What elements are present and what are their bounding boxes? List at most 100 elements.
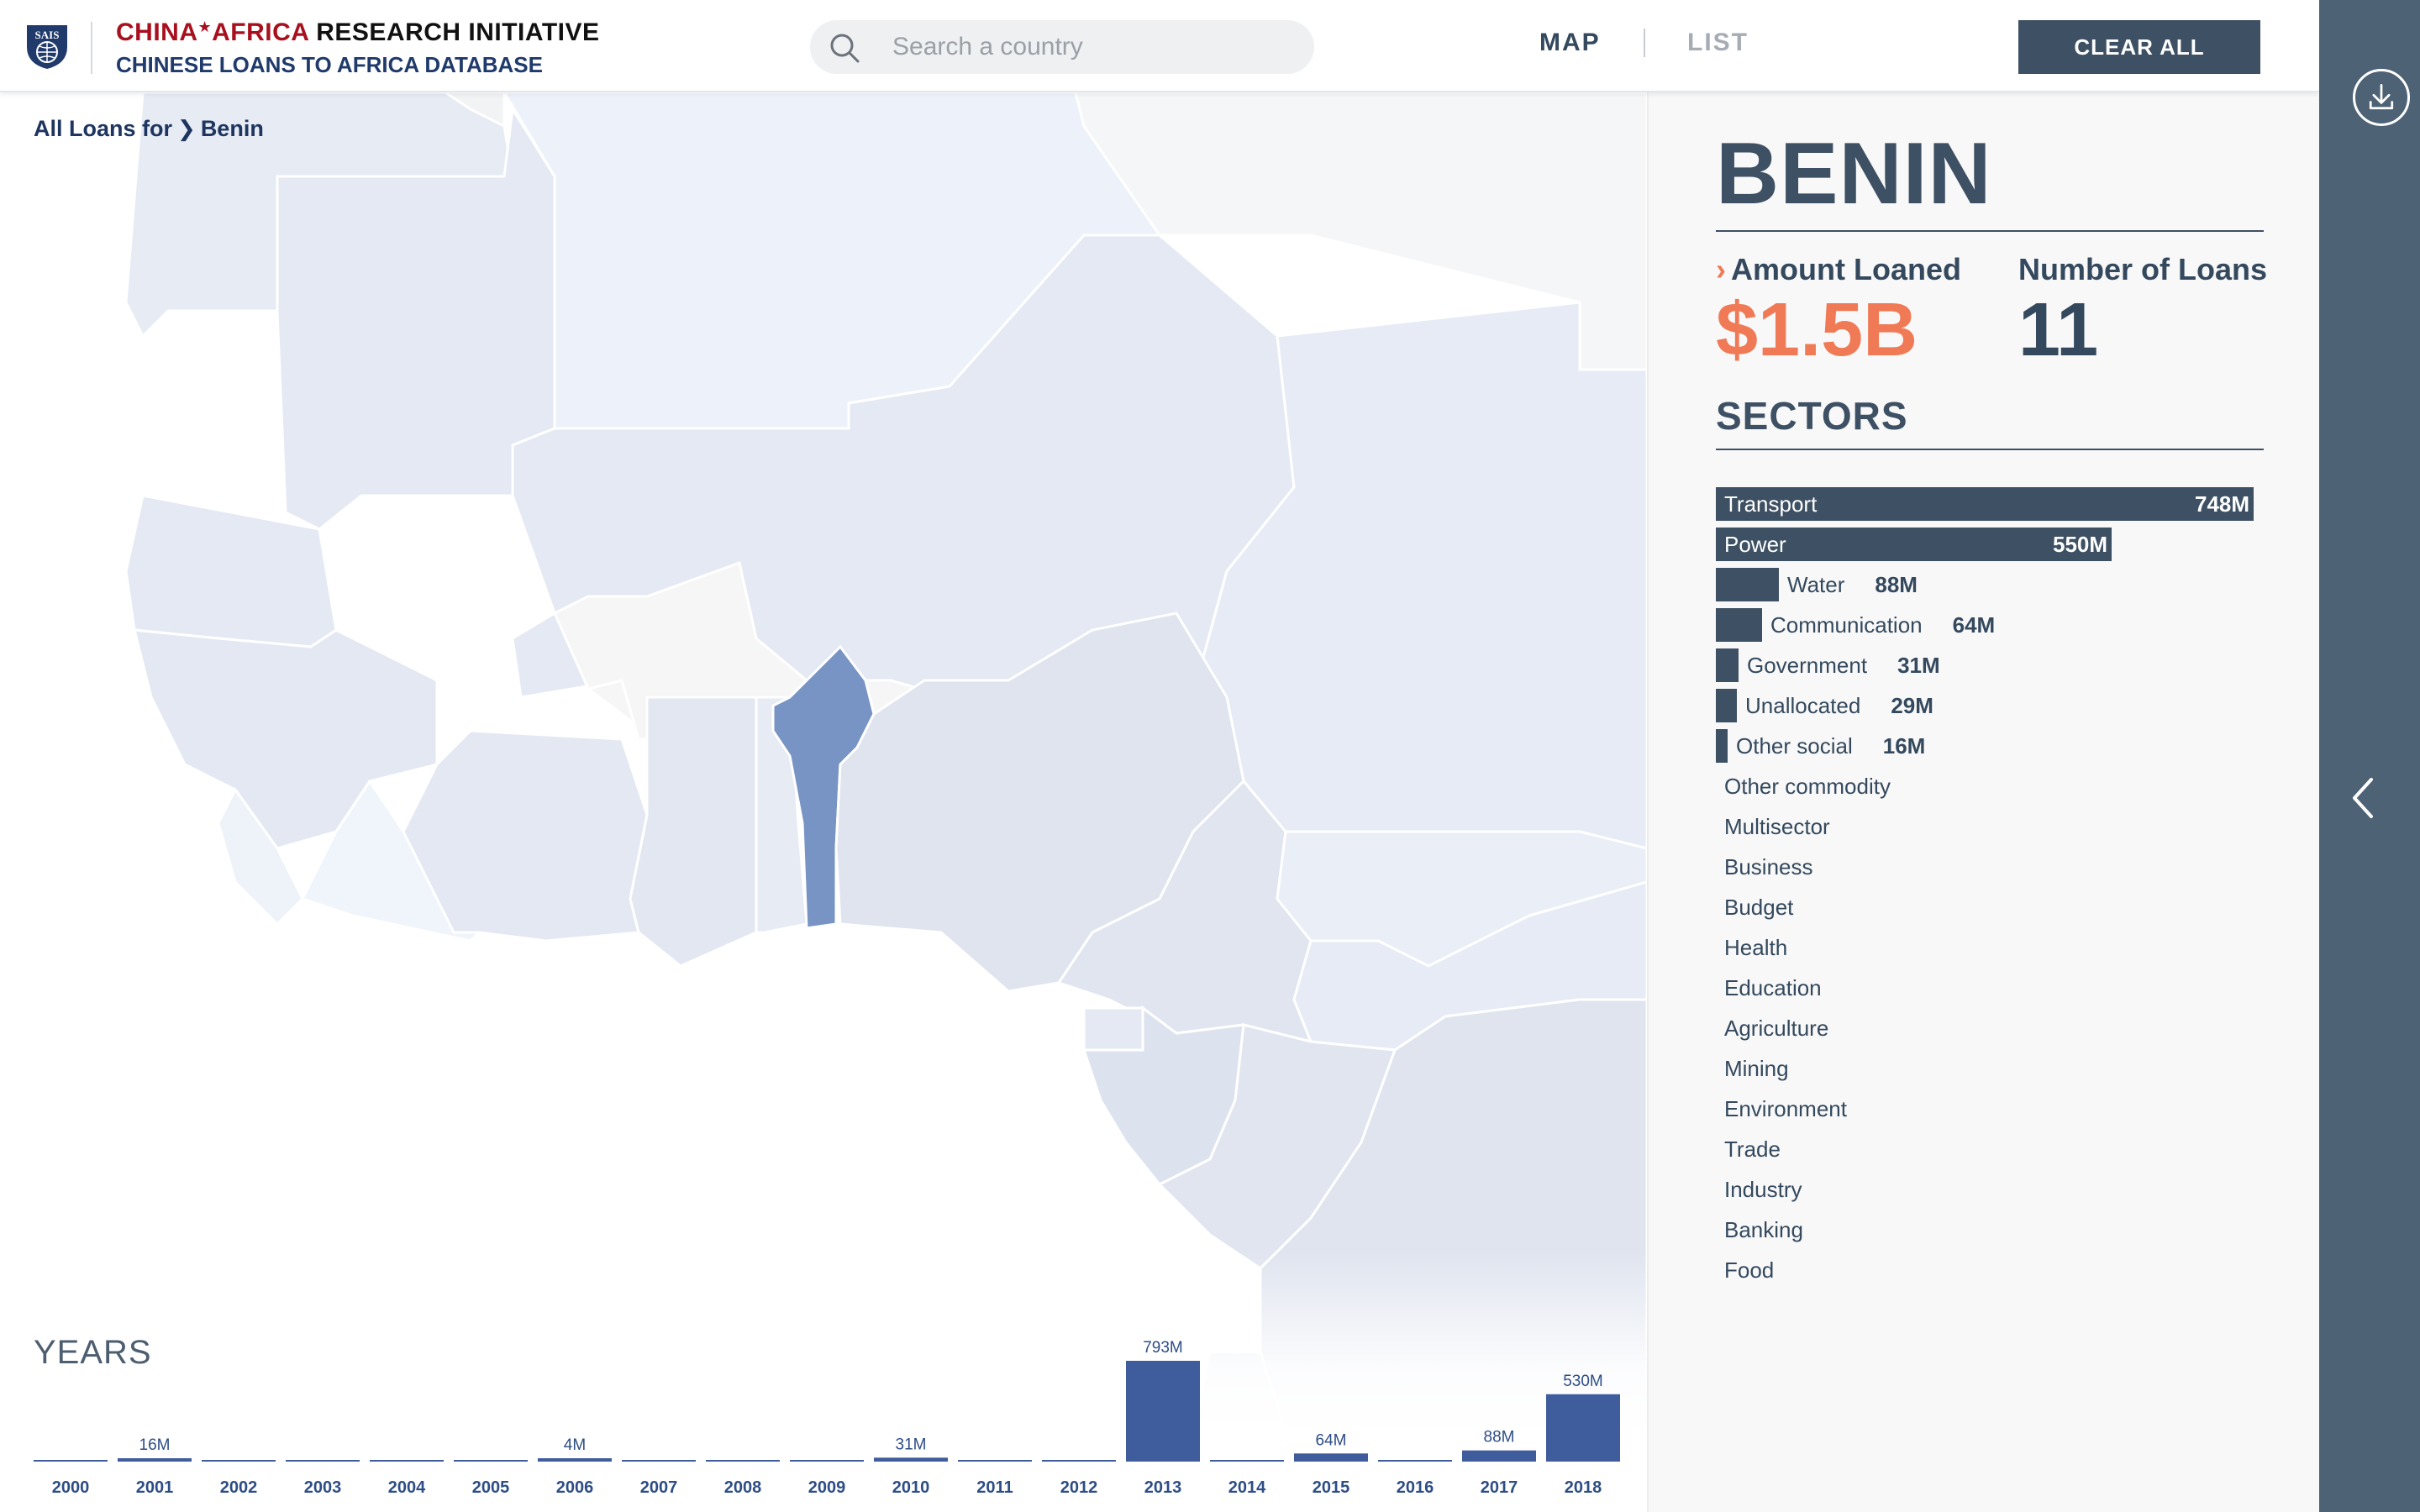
sector-value: 88M — [1875, 571, 1918, 597]
year-tick-label: 2015 — [1313, 1478, 1350, 1497]
year-bar-2001[interactable] — [118, 1458, 192, 1462]
year-bar-2011[interactable] — [958, 1460, 1032, 1462]
sector-bar — [1716, 648, 1739, 682]
sector-row[interactable]: Health — [1716, 927, 2304, 968]
sector-row[interactable]: Unallocated 29M — [1716, 685, 2304, 726]
sector-row[interactable]: Environment — [1716, 1089, 2304, 1129]
breadcrumb-all-loans[interactable]: All Loans for — [34, 116, 173, 141]
sector-value: 16M — [1882, 732, 1926, 759]
sector-bar — [1716, 608, 1762, 642]
country-detail-panel: BENIN › Amount Loaned $1.5B Number of Loa… — [1647, 92, 2319, 1512]
sector-list: Transport 748M Power 550M Water 88M Communicat… — [1716, 484, 2304, 1290]
chevron-right-icon: › — [1716, 252, 1726, 286]
sector-name: Other commodity — [1724, 773, 1891, 799]
brand-title: CHINA★AFRICA RESEARCH INITIATIVE — [116, 18, 600, 47]
year-data-label: 4M — [564, 1436, 586, 1454]
sector-row[interactable]: Banking — [1716, 1210, 2304, 1250]
sector-value: 64M — [1952, 612, 1996, 638]
sector-name: Transport — [1724, 491, 1818, 517]
sector-name: Food — [1724, 1257, 1775, 1283]
brand-research: RESEARCH INITIATIVE — [316, 18, 600, 46]
sector-value: 550M — [2053, 532, 2108, 557]
sectors-divider — [1716, 449, 2264, 450]
nav-tab-map[interactable]: MAP — [1539, 29, 1601, 56]
number-of-loans-label[interactable]: Number of Loans — [2018, 252, 2268, 286]
sector-row[interactable]: Government 31M — [1716, 645, 2304, 685]
top-header: SAIS CHINA★AFRICA RESEARCH INITIATIVE CH… — [0, 0, 2319, 92]
nav-tab-list[interactable]: LIST — [1687, 29, 1749, 56]
search-box[interactable] — [810, 20, 1314, 74]
year-bar-2012[interactable] — [1042, 1460, 1116, 1462]
download-icon[interactable] — [2353, 69, 2410, 126]
year-bar-2010[interactable] — [874, 1457, 948, 1462]
year-bar-2018[interactable] — [1546, 1394, 1620, 1462]
sector-name: Banking — [1724, 1216, 1803, 1242]
clear-all-button[interactable]: CLEAR ALL — [2018, 20, 2260, 74]
sector-name: Unallocated — [1745, 692, 1861, 718]
sector-name: Communication — [1770, 612, 1923, 638]
year-bar-2003[interactable] — [286, 1460, 360, 1462]
sector-row[interactable]: Trade — [1716, 1129, 2304, 1169]
sector-bar — [1716, 487, 2254, 521]
sector-name: Agriculture — [1724, 1015, 1829, 1041]
year-data-label: 16M — [139, 1436, 171, 1454]
brand-africa: AFRICA — [212, 18, 309, 46]
map-country-morocco[interactable] — [345, 92, 506, 129]
year-bar-2014[interactable] — [1210, 1460, 1284, 1462]
year-bar-2016[interactable] — [1378, 1460, 1452, 1462]
year-bar-2000[interactable] — [34, 1460, 108, 1462]
year-bar-2006[interactable] — [538, 1458, 612, 1462]
year-bar-2017[interactable] — [1462, 1450, 1536, 1462]
sector-name: Power — [1724, 532, 1786, 557]
sector-row[interactable]: Other commodity — [1716, 766, 2304, 806]
sector-name: Business — [1724, 853, 1813, 879]
sector-row[interactable]: Power 550M — [1716, 524, 2304, 564]
year-tick-label: 2012 — [1060, 1478, 1098, 1497]
sector-row[interactable]: Transport 748M — [1716, 484, 2304, 524]
year-bar-2002[interactable] — [202, 1460, 276, 1462]
sector-row[interactable]: Other social 16M — [1716, 726, 2304, 766]
year-bar-2004[interactable] — [370, 1460, 444, 1462]
shield-logo-icon[interactable]: SAIS — [25, 22, 69, 71]
year-bar-2008[interactable] — [706, 1460, 780, 1462]
sector-name: Health — [1724, 934, 1788, 960]
sector-row[interactable]: Education — [1716, 968, 2304, 1008]
sector-name: Water — [1787, 571, 1845, 597]
search-input[interactable] — [891, 29, 1294, 66]
sector-name: Budget — [1724, 894, 1794, 920]
year-bar-2013[interactable] — [1126, 1361, 1200, 1462]
year-bar-2007[interactable] — [622, 1460, 696, 1462]
sector-name: Environment — [1724, 1095, 1847, 1121]
map-country-ghana[interactable] — [629, 696, 758, 968]
sector-row[interactable]: Industry — [1716, 1169, 2304, 1210]
year-bar-2015[interactable] — [1294, 1453, 1368, 1462]
sector-row[interactable]: Business — [1716, 847, 2304, 887]
sector-row[interactable]: Multisector — [1716, 806, 2304, 847]
chevron-left-icon[interactable] — [2346, 773, 2380, 823]
amount-loaned-text: Amount Loaned — [1731, 252, 1961, 286]
year-tick-label: 2004 — [388, 1478, 426, 1497]
year-bar-2005[interactable] — [454, 1460, 528, 1462]
year-bar-2009[interactable] — [790, 1460, 864, 1462]
map-country-equatorial-guinea[interactable] — [1082, 1006, 1144, 1052]
sector-row[interactable]: Food — [1716, 1250, 2304, 1290]
amount-loaned-label[interactable]: › Amount Loaned — [1716, 252, 1961, 287]
year-tick-label: 2014 — [1228, 1478, 1266, 1497]
year-tick-label: 2017 — [1481, 1478, 1518, 1497]
sector-row[interactable]: Communication 64M — [1716, 605, 2304, 645]
sector-row[interactable]: Mining — [1716, 1048, 2304, 1089]
brand-china: CHINA — [116, 18, 198, 46]
sector-value: 29M — [1891, 692, 1933, 718]
year-data-label: 793M — [1143, 1339, 1183, 1357]
logo-text: SAIS — [35, 29, 60, 41]
year-data-label: 31M — [896, 1436, 927, 1453]
sector-row[interactable]: Water 88M — [1716, 564, 2304, 605]
country-title: BENIN — [1716, 125, 1992, 223]
sector-row[interactable]: Budget — [1716, 887, 2304, 927]
africa-map[interactable] — [0, 92, 1647, 1512]
sector-row[interactable]: Agriculture — [1716, 1008, 2304, 1048]
year-tick-label: 2008 — [724, 1478, 762, 1497]
sector-bar — [1716, 689, 1737, 722]
logo-divider — [91, 22, 92, 74]
map-view[interactable] — [0, 92, 1647, 1512]
